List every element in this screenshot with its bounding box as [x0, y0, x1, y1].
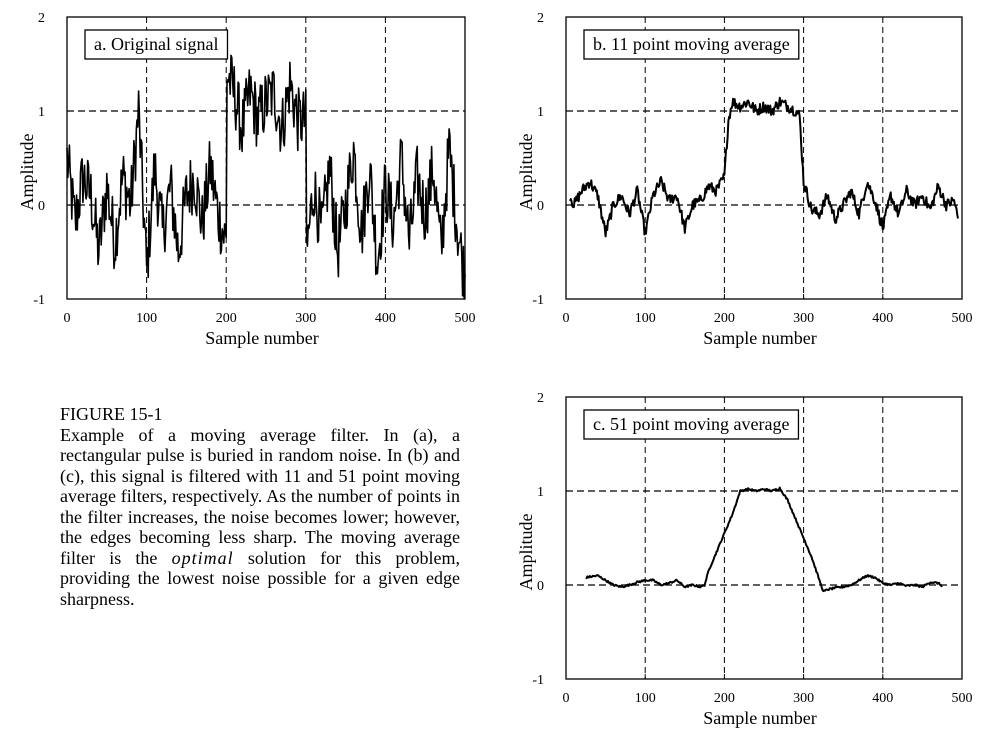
- chart-title: c. 51 point moving average: [593, 414, 789, 434]
- x-tick-label: 400: [375, 311, 396, 326]
- series-line: [585, 486, 943, 593]
- x-tick-label: 500: [455, 311, 476, 326]
- chart-title-frame: [583, 29, 800, 60]
- x-tick-label: 100: [635, 691, 656, 706]
- chart-b: 0 100 200 300 400 500 -1 0 1 2 Sample number Amplit…: [516, 11, 973, 348]
- y-tick-label: 2: [537, 391, 544, 406]
- x-tick-label: 100: [136, 311, 157, 326]
- y-tick-label: 0: [38, 199, 45, 214]
- plot-frame: [66, 16, 466, 300]
- x-tick-label: 400: [872, 311, 893, 326]
- chart-title-box: c. 51 point moving average: [583, 409, 800, 440]
- x-tick-label: 0: [563, 691, 570, 706]
- chart-title: a. Original signal: [94, 34, 218, 54]
- chart-c: 0 100 200 300 400 500 -1 0 1 2 Sample number Amplit…: [516, 391, 973, 728]
- y-tick-label: -1: [532, 293, 544, 308]
- chart-title-box: b. 11 point moving average: [583, 29, 800, 60]
- y-tick-label: 0: [537, 579, 544, 594]
- y-tick-label: 1: [537, 105, 544, 120]
- x-axis-label: Sample number: [205, 328, 318, 348]
- caption-text-1: Example of a moving average filter. In (…: [60, 424, 460, 568]
- x-tick-label: 0: [563, 311, 570, 326]
- y-axis-label: Amplitude: [17, 133, 37, 210]
- caption-body: Example of a moving average filter. In (…: [60, 425, 460, 610]
- y-tick-label: 1: [38, 105, 45, 120]
- x-tick-label: 200: [714, 311, 735, 326]
- x-tick-label: 200: [714, 691, 735, 706]
- chart-title-frame: [84, 29, 229, 60]
- figure-caption: FIGURE 15-1 Example of a moving average …: [60, 404, 460, 609]
- y-tick-label: -1: [33, 293, 45, 308]
- caption-emphasis: optimal: [171, 547, 234, 568]
- series-line: [66, 54, 466, 300]
- caption-text-2: solution for this problem, providing the…: [60, 547, 460, 609]
- y-tick-label: 1: [537, 485, 544, 500]
- x-tick-label: 500: [952, 691, 973, 706]
- series-line: [569, 96, 959, 238]
- x-tick-label: 300: [793, 691, 814, 706]
- chart-a: 0 100 200 300 400 500 -1 0 1 2 Sample number Amplit…: [17, 11, 476, 348]
- x-tick-label: 100: [635, 311, 656, 326]
- x-axis-label: Sample number: [703, 328, 816, 348]
- y-tick-label: -1: [532, 673, 544, 688]
- y-axis-label: Amplitude: [516, 513, 536, 590]
- y-tick-label: 2: [537, 11, 544, 26]
- x-axis-label: Sample number: [703, 708, 816, 728]
- plot-frame: [565, 396, 963, 680]
- y-tick-label: 2: [38, 11, 45, 26]
- y-axis-label: Amplitude: [516, 133, 536, 210]
- chart-title-box: a. Original signal: [84, 29, 229, 60]
- x-tick-label: 300: [295, 311, 316, 326]
- x-tick-label: 500: [952, 311, 973, 326]
- x-tick-label: 400: [872, 691, 893, 706]
- x-tick-label: 200: [216, 311, 237, 326]
- plot-frame: [565, 16, 963, 300]
- caption-label: FIGURE 15-1: [60, 404, 163, 424]
- y-tick-label: 0: [537, 199, 544, 214]
- chart-title-frame: [583, 409, 800, 440]
- x-tick-label: 0: [64, 311, 71, 326]
- x-tick-label: 300: [793, 311, 814, 326]
- chart-title: b. 11 point moving average: [593, 34, 790, 54]
